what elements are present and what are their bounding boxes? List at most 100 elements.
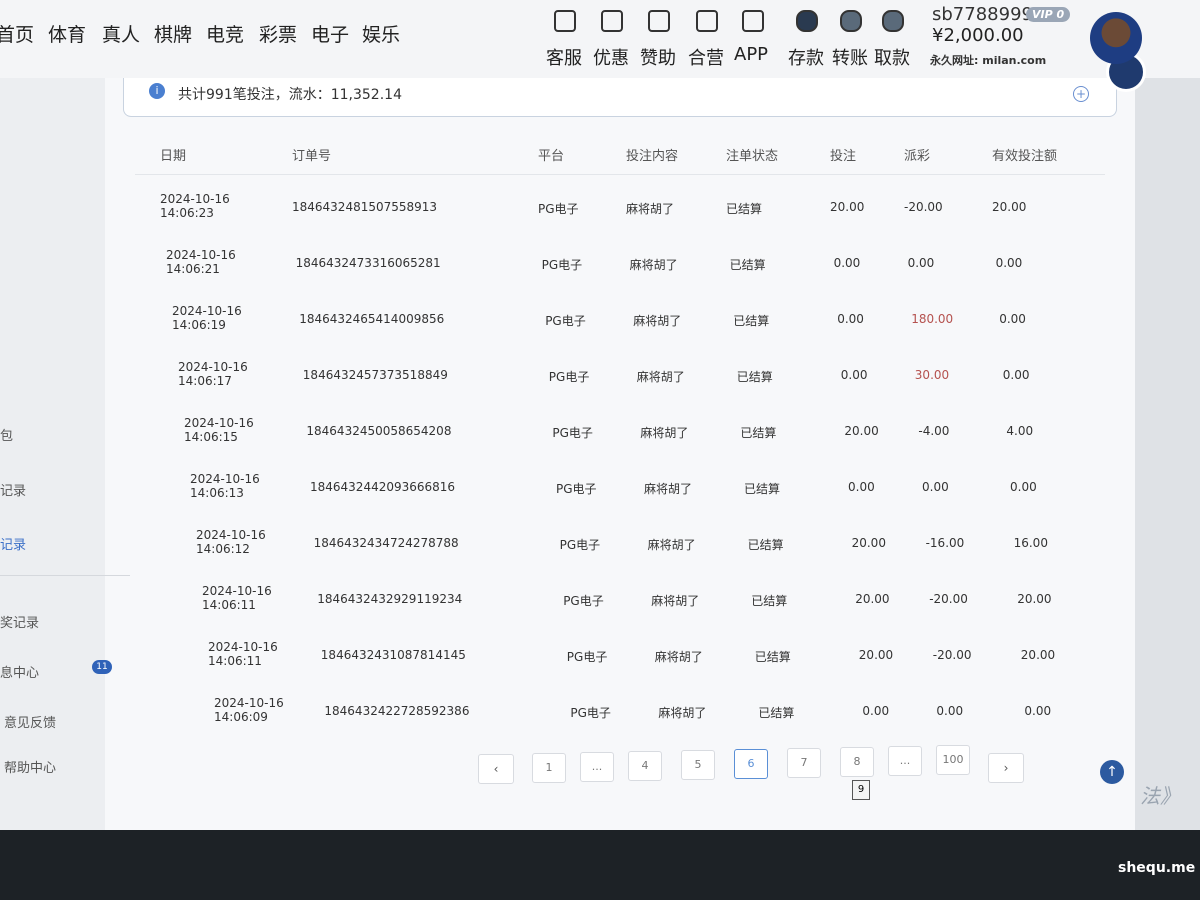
sidebar-item[interactable]: 帮助中心 (4, 761, 57, 776)
table-cell: 麻将胡了 (658, 706, 707, 720)
action-label[interactable]: 赞助 (640, 48, 676, 69)
date-cell: 2024-10-16 14:06:15 (184, 416, 254, 444)
action-icon[interactable] (696, 10, 718, 32)
back-to-top[interactable]: ↑ (1100, 760, 1124, 784)
nav-item[interactable]: 体育 (48, 24, 87, 46)
table-cell: 20.00 (830, 200, 865, 214)
action-label[interactable]: APP (734, 44, 769, 65)
date-cell: 2024-10-16 14:06:09 (214, 696, 284, 724)
table-cell: 20.00 (855, 592, 890, 606)
table-cell: 1846432434724278788 (313, 536, 459, 550)
nav-item[interactable]: 娱乐 (362, 24, 401, 46)
table-cell: -4.00 (918, 424, 950, 438)
table-cell: 1846432432929119234 (317, 592, 463, 606)
page-button[interactable]: ... (888, 746, 922, 776)
nav-item[interactable]: 真人 (102, 24, 141, 46)
table-cell: 20.00 (858, 648, 894, 662)
table-cell: 已结算 (729, 258, 766, 272)
table-cell: 0.00 (936, 704, 964, 718)
table-cell: -20.00 (929, 592, 968, 606)
action-label[interactable]: 合营 (688, 48, 724, 69)
page-button[interactable]: 6 (734, 749, 768, 779)
table-header: 平台 (538, 149, 565, 164)
action-icon[interactable] (840, 10, 862, 32)
table-cell: PG电子 (566, 650, 608, 664)
balance: ¥2,000.00 (932, 25, 1024, 46)
action-icon[interactable] (601, 10, 623, 32)
table-cell: 已结算 (736, 370, 773, 384)
next-page[interactable]: › (988, 753, 1024, 783)
action-label[interactable]: 取款 (874, 48, 910, 69)
sidebar-item[interactable]: 奖记录 (0, 616, 40, 631)
table-cell: PG电子 (556, 482, 597, 496)
nav-item[interactable]: 电竞 (206, 24, 245, 46)
table-cell: PG电子 (570, 706, 611, 720)
page-button[interactable]: 4 (628, 751, 662, 781)
table-cell: 1846432481507558913 (292, 200, 438, 214)
expand-button[interactable]: + (1073, 86, 1089, 102)
action-icon[interactable] (796, 10, 818, 32)
table-cell: 已结算 (733, 314, 770, 328)
action-label[interactable]: 转账 (832, 48, 868, 69)
table-cell: 已结算 (747, 538, 784, 552)
nav-item[interactable]: 棋牌 (154, 24, 193, 46)
table-cell: 0.00 (907, 256, 935, 270)
action-icon[interactable] (742, 10, 764, 32)
table-cell: 16.00 (1013, 536, 1048, 550)
caption: 法》 (1140, 784, 1180, 808)
action-label[interactable]: 客服 (546, 48, 582, 69)
table-cell: PG电子 (541, 258, 583, 272)
table-cell: PG电子 (548, 370, 590, 384)
date-cell: 2024-10-16 14:06:13 (190, 472, 260, 500)
table-cell: 0.00 (840, 368, 868, 382)
date-cell: 2024-10-16 14:06:17 (178, 360, 248, 388)
table-cell: 已结算 (758, 706, 795, 720)
page-button[interactable]: 100 (936, 745, 970, 775)
date-cell: 2024-10-16 14:06:11 (202, 584, 272, 612)
prev-page[interactable]: ‹ (478, 754, 514, 784)
date-cell: 2024-10-16 14:06:11 (208, 640, 278, 668)
nav-item[interactable]: 彩票 (259, 24, 298, 46)
table-cell: 1846432473316065281 (295, 256, 441, 270)
page-button[interactable]: 8 (840, 747, 874, 777)
table-cell: 0.00 (862, 704, 890, 718)
sidebar-item[interactable]: 记录 (0, 538, 27, 553)
page-button[interactable]: 5 (681, 750, 715, 780)
nav-item[interactable]: 首页 (0, 24, 35, 46)
page-button[interactable]: 7 (787, 748, 821, 778)
table-header: 日期 (160, 149, 187, 164)
username[interactable]: sb7788999 (932, 4, 1033, 25)
action-label[interactable]: 存款 (788, 48, 824, 69)
sidebar-item[interactable]: 记录 (0, 484, 27, 499)
table-cell: 1846432422728592386 (324, 704, 470, 718)
table-cell: 已结算 (754, 650, 791, 664)
action-icon[interactable] (648, 10, 670, 32)
summary-text: 共计991笔投注，流水：11,352.14 (178, 87, 402, 103)
sidebar-badge: 11 (92, 660, 112, 674)
table-cell: -20.00 (904, 200, 943, 214)
action-icon[interactable] (882, 10, 904, 32)
sidebar-item[interactable]: 包 (0, 429, 14, 444)
table-cell: 麻将胡了 (647, 538, 696, 552)
table-cell: 已结算 (751, 594, 788, 608)
date-cell: 2024-10-16 14:06:21 (166, 248, 236, 276)
sidebar-item[interactable]: 意见反馈 (4, 716, 57, 731)
table-cell: 0.00 (995, 256, 1023, 270)
avatar-image[interactable] (1090, 12, 1142, 64)
table-cell: 20.00 (992, 200, 1027, 214)
action-label[interactable]: 优惠 (593, 48, 629, 69)
nav-item[interactable]: 电子 (311, 24, 350, 46)
table-cell: PG电子 (538, 202, 579, 216)
table-cell: PG电子 (563, 594, 604, 608)
sidebar-divider (0, 575, 130, 576)
table-cell: 0.00 (999, 312, 1026, 326)
page-button[interactable]: ... (580, 752, 614, 782)
table-cell: PG电子 (559, 538, 601, 552)
vip-badge: VIP 0 (1026, 7, 1071, 22)
monitor-bezel (0, 830, 1200, 900)
action-icon[interactable] (554, 10, 576, 32)
page-button[interactable]: 1 (532, 753, 566, 783)
sidebar-item[interactable]: 息中心 (0, 666, 40, 681)
table-cell: 0.00 (833, 256, 861, 270)
